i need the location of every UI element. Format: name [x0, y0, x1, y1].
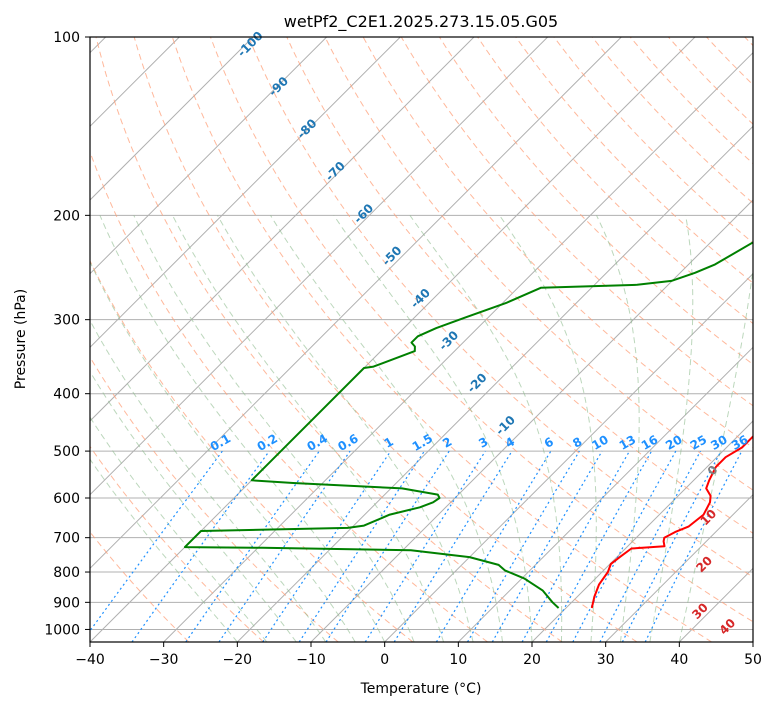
isotherm-line [90, 37, 401, 349]
moist-adiabat-line [409, 215, 563, 642]
axes: −40 −30 −20 −10 0 10 20 30 40 50 100 200 300 400 500 60… [44, 30, 762, 668]
isotherm-line [384, 272, 753, 642]
x-tick-label: 20 [523, 652, 541, 668]
dry-adiabat-line [591, 37, 753, 204]
mixing-ratio-line [393, 450, 513, 642]
dry-adiabat-line [95, 37, 563, 642]
isotherm-line [531, 420, 753, 642]
mixing-ratio-line [131, 450, 270, 642]
x-tick-label: −40 [75, 652, 105, 668]
mixing-ratio-line [466, 450, 580, 642]
isotherm-line [236, 125, 753, 642]
y-axis-label: Pressure (hPa) [13, 289, 29, 389]
dry-adiabat-line [362, 37, 753, 449]
plot-frame [89, 36, 754, 643]
isotherm-line [605, 493, 753, 642]
dry-adiabat-line [477, 37, 753, 325]
moist-adiabat-line [678, 265, 753, 642]
dewpoint-line [183, 241, 753, 609]
y-tick-label: 800 [53, 565, 80, 581]
isotherm-line [90, 37, 622, 570]
y-tick-label: 400 [53, 387, 80, 403]
y-tick-label: 500 [53, 444, 80, 460]
moist-adiabat-line [90, 416, 268, 642]
y-tick-label: 1000 [44, 622, 80, 638]
mixing-ratio-line [298, 450, 425, 642]
moist-adiabat-line [217, 215, 474, 642]
x-tick-label: −30 [149, 652, 179, 668]
isotherm-line [90, 37, 475, 422]
x-tick-label: 30 [597, 652, 615, 668]
mixing-ratio-line [599, 450, 702, 642]
mixing-ratio-line [218, 450, 351, 642]
mixing-ratio-line [521, 450, 631, 642]
y-tick-label: 200 [53, 208, 80, 224]
dry-adiabat-line [515, 37, 753, 284]
moist-adiabat-line [90, 319, 327, 642]
x-tick-label: 0 [380, 652, 389, 668]
dry-adiabat-line [400, 37, 753, 407]
moist-adiabat-line [172, 215, 445, 642]
mixing-ratio-line [185, 450, 320, 642]
temperature-line [590, 434, 753, 609]
isotherm-line [90, 37, 328, 275]
mixing-ratio-line [491, 450, 603, 642]
plot-background [90, 37, 753, 642]
dry-adiabat-line [171, 37, 712, 642]
mixing-ratio-line [621, 450, 722, 642]
y-tick-label: 600 [53, 491, 80, 507]
dry-adiabat-line [248, 37, 753, 578]
isotherm-line [90, 37, 254, 201]
x-axis-label: Temperature (°C) [360, 681, 482, 697]
y-tick-label: 300 [53, 313, 80, 329]
mixing-ratio-line [572, 450, 677, 642]
dry-adiabat-line [210, 37, 753, 623]
dry-adiabat-line [629, 37, 753, 165]
moist-adiabat-line [596, 215, 640, 642]
moist-adiabat-line [649, 215, 694, 642]
mixing-ratio-line [262, 450, 392, 642]
x-tick-label: −20 [223, 652, 253, 668]
y-tick-label: 100 [53, 30, 80, 46]
moist-adiabat-line [499, 215, 597, 642]
background-grid [90, 37, 753, 642]
x-tick-label: 10 [449, 652, 467, 668]
moist-adiabat-line [90, 370, 297, 642]
moist-adiabat-line [90, 260, 356, 642]
dry-adiabat-line [133, 37, 638, 642]
moist-adiabat-line [99, 215, 386, 642]
dry-adiabat-line [324, 37, 753, 491]
dry-adiabat-line [90, 259, 414, 642]
mixing-ratio-line [644, 450, 743, 642]
moist-adiabat-line [333, 215, 533, 642]
mixing-ratio-line [435, 450, 552, 642]
y-tick-label: 700 [53, 531, 80, 547]
mixing-ratio-line [545, 450, 653, 642]
moist-adiabat-line [133, 215, 415, 642]
y-tick-label: 900 [53, 595, 80, 611]
moist-adiabat-line [90, 458, 238, 642]
isotherm-line [90, 37, 549, 496]
chart-title: wetPf2_C2E1.2025.273.15.05.G05 [284, 12, 558, 32]
x-tick-label: −10 [296, 652, 326, 668]
moist-adiabat-line [270, 215, 503, 642]
profile-lines [183, 241, 753, 609]
dry-adiabat-line [90, 445, 264, 642]
x-tick-label: 40 [670, 652, 688, 668]
isotherm-line [163, 51, 753, 642]
x-tick-label: 50 [744, 652, 762, 668]
